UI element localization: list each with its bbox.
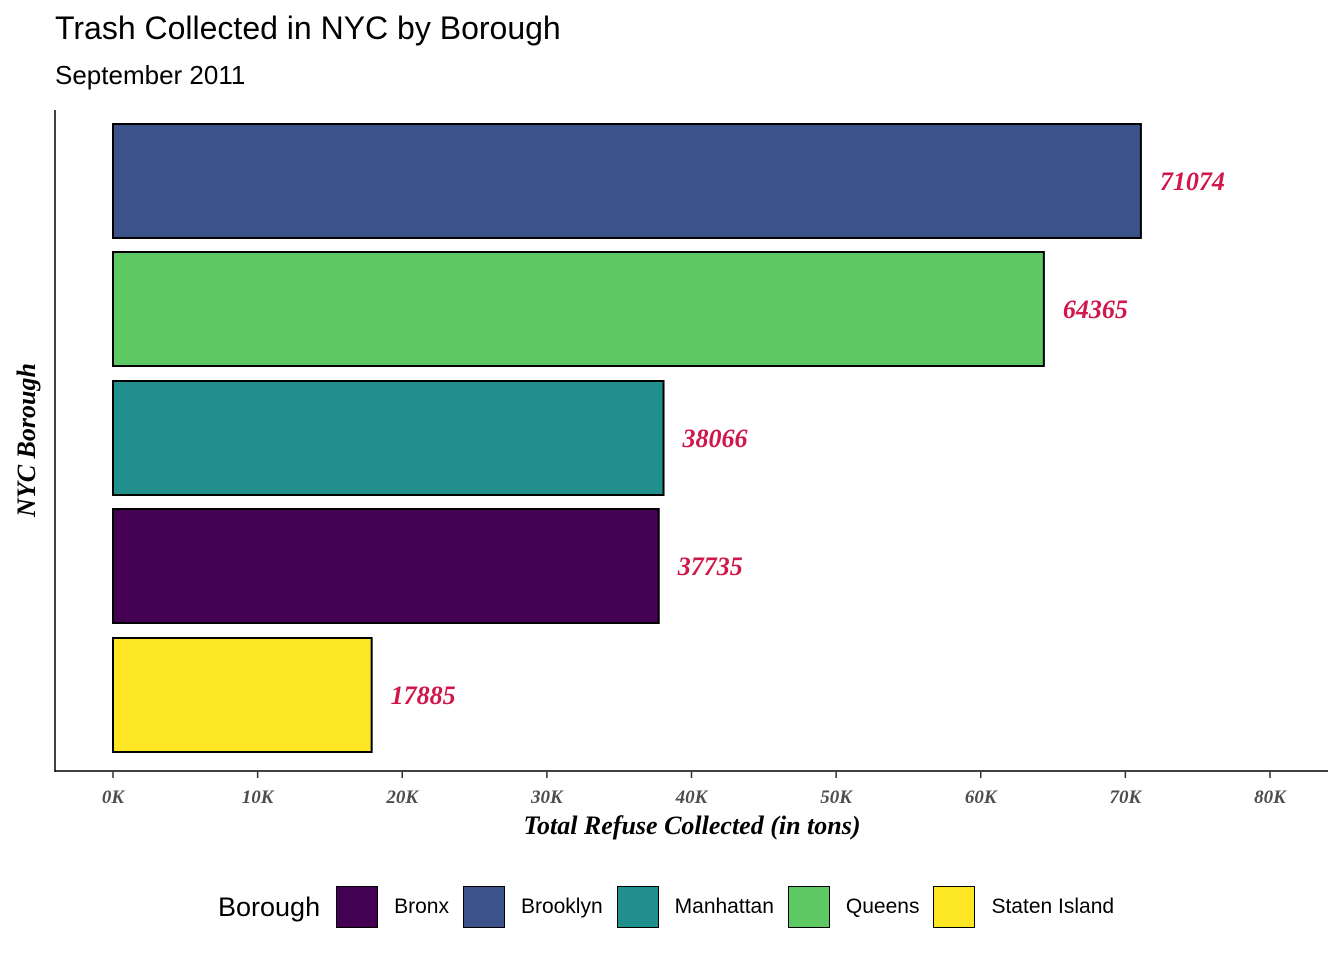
legend-swatch bbox=[933, 886, 976, 928]
x-tick-label: 50K bbox=[820, 787, 853, 808]
legend: Borough Bronx Brooklyn Manhattan Queens Stat… bbox=[218, 884, 1128, 930]
legend-label: Brooklyn bbox=[520, 895, 603, 918]
x-tick-label: 80K bbox=[1254, 787, 1287, 808]
bar-bronx bbox=[112, 508, 660, 624]
legend-item-bronx: Bronx bbox=[336, 886, 449, 928]
value-label-queens: 64365 bbox=[1063, 295, 1128, 324]
bar-manhattan bbox=[112, 380, 665, 496]
x-axis-title: Total Refuse Collected (in tons) bbox=[523, 811, 860, 840]
legend-label: Manhattan bbox=[674, 895, 774, 918]
value-label-staten-island: 17885 bbox=[391, 681, 456, 710]
legend-label: Queens bbox=[845, 895, 920, 918]
bars-layer bbox=[112, 123, 1142, 753]
value-label-bronx: 37735 bbox=[677, 552, 743, 581]
legend-swatch bbox=[787, 886, 830, 928]
x-tick-label: 10K bbox=[242, 787, 275, 808]
bar-brooklyn bbox=[112, 123, 1142, 239]
legend-swatch bbox=[336, 886, 379, 928]
legend-item-staten-island: Staten Island bbox=[933, 886, 1114, 928]
chart-title: Trash Collected in NYC by Borough bbox=[55, 10, 561, 46]
bar-chart: 71074 64365 38066 37735 17885 0K 10K 20K 30K 40K… bbox=[12, 110, 1328, 840]
legend-label: Staten Island bbox=[991, 895, 1115, 918]
legend-title: Borough bbox=[218, 891, 321, 922]
legend-item-manhattan: Manhattan bbox=[616, 886, 774, 928]
chart-subtitle: September 2011 bbox=[55, 60, 246, 90]
value-label-brooklyn: 71074 bbox=[1160, 167, 1225, 196]
legend-item-queens: Queens bbox=[787, 886, 920, 928]
legend-swatch bbox=[616, 886, 659, 928]
x-tick-label: 40K bbox=[675, 787, 709, 808]
legend-item-brooklyn: Brooklyn bbox=[462, 886, 603, 928]
x-tick-label: 0K bbox=[102, 787, 126, 808]
legend-items: Bronx Brooklyn Manhattan Queens Staten Islan… bbox=[336, 886, 1128, 928]
value-labels-layer: 71074 64365 38066 37735 17885 bbox=[391, 167, 1225, 710]
x-tick-label: 20K bbox=[385, 787, 419, 808]
legend-label: Bronx bbox=[394, 895, 449, 918]
x-tick-label: 30K bbox=[530, 787, 564, 808]
x-tick-label: 60K bbox=[965, 787, 998, 808]
y-axis-title: NYC Borough bbox=[12, 363, 41, 518]
legend-swatch bbox=[462, 886, 505, 928]
x-tick-label: 70K bbox=[1110, 787, 1143, 808]
value-label-manhattan: 38066 bbox=[682, 424, 748, 453]
x-ticks-layer: 0K 10K 20K 30K 40K 50K 60K 70K 80K bbox=[102, 771, 1287, 808]
bar-queens bbox=[112, 251, 1045, 367]
bar-staten-island bbox=[112, 637, 373, 753]
